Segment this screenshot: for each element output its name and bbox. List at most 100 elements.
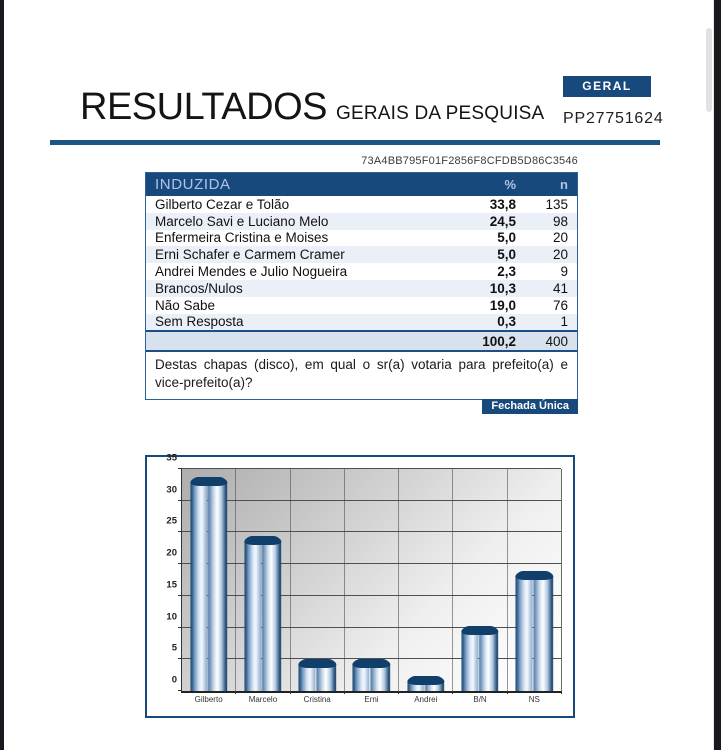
header-right-block: GERAL PP27751624 [563, 76, 664, 128]
row-count: 20 [552, 230, 568, 246]
table-row: Não Sabe 19,0 76 [146, 297, 577, 314]
row-percent: 5,0 [497, 247, 516, 263]
table-row: Marcelo Savi e Luciano Melo 24,5 98 [146, 212, 577, 230]
gridline [182, 594, 561, 596]
y-axis-label: 30 [166, 484, 177, 496]
results-table: INDUZIDA % n Gilberto Cezar e Tolão 33,8 1… [145, 172, 578, 414]
table-row: Gilberto Cezar e Tolão 33,8 135 [146, 196, 577, 213]
bar-cristina [298, 659, 337, 691]
column-header-induzida: INDUZIDA [155, 176, 231, 193]
title-subtitle: GERAIS DA PESQUISA [335, 103, 545, 124]
x-axis-label: Gilberto [194, 695, 223, 704]
y-axis-label: 35 [166, 452, 177, 464]
y-axis-tick [178, 594, 182, 596]
chart-plot-area: 0 5 10 15 20 25 30 35 Gilberto Marcelo Cristina Ern… [166, 453, 563, 704]
report-header: RESULTADOS GERAIS DA PESQUISA GERAL PP27… [80, 76, 663, 129]
y-axis-label: 20 [166, 547, 177, 559]
column-header-n: n [560, 177, 568, 192]
row-label: Andrei Mendes e Julio Nogueira [155, 264, 348, 280]
bar-b-n [461, 625, 499, 691]
survey-code: PP27751624 [563, 110, 664, 127]
y-axis-tick [178, 531, 182, 533]
title-main: RESULTADOS [80, 86, 327, 128]
chart-inner: 0 5 10 15 20 25 30 35 Gilberto Marcelo Cristina Ern… [155, 453, 565, 710]
row-label: Enfermeira Cristina e Moises [155, 230, 329, 246]
bar-chart: 0 5 10 15 20 25 30 35 Gilberto Marcelo Cristina Ern… [145, 453, 575, 718]
bar-andrei [407, 676, 445, 691]
chart-categories: Gilberto Marcelo Cristina Erni Andrei B/N NS [182, 469, 563, 704]
gridline [182, 499, 561, 501]
gridline [182, 626, 561, 628]
table-row: Brancos/Nulos 10,3 41 [146, 279, 577, 297]
row-count: 76 [552, 297, 568, 313]
x-axis-label: NS [528, 695, 540, 704]
y-axis-label: 10 [166, 611, 177, 623]
row-count: 98 [552, 213, 568, 229]
table-total-row: 100,2 400 [146, 330, 577, 351]
gridline [182, 563, 561, 565]
row-percent: 19,0 [489, 297, 516, 313]
row-count: 20 [552, 247, 568, 263]
x-axis-label: Erni [364, 695, 379, 704]
y-axis-label: 25 [166, 515, 177, 527]
y-axis-tick [178, 658, 182, 660]
row-label: Sem Resposta [155, 314, 244, 330]
chart-category-cell: NS [508, 469, 563, 704]
scrollbar-track [713, 0, 714, 750]
row-count: 135 [545, 196, 568, 212]
scrollbar-thumb[interactable] [706, 28, 712, 112]
chart-category-cell: B/N [453, 469, 508, 704]
row-percent: 5,0 [497, 230, 516, 246]
y-axis-tick [178, 468, 182, 469]
chart-category-cell: Andrei [399, 469, 454, 704]
table-row: Andrei Mendes e Julio Nogueira 2,3 9 [146, 263, 577, 280]
gridline [182, 531, 561, 533]
table-row: Erni Schafer e Carmem Cramer 5,0 20 [146, 246, 577, 264]
row-label: Brancos/Nulos [155, 280, 243, 296]
row-percent: 24,5 [489, 213, 516, 229]
chart-category-cell: Gilberto [182, 469, 237, 704]
bar-erni [352, 659, 391, 691]
row-label: Gilberto Cezar e Tolão [155, 196, 290, 212]
chart-category-cell: Erni [345, 469, 400, 704]
row-count: 9 [560, 264, 568, 280]
chart-category-cell: Marcelo [236, 469, 291, 704]
row-percent: 0,3 [497, 314, 516, 330]
y-axis-tick [178, 499, 182, 501]
geral-badge: GERAL [563, 76, 651, 97]
left-edge-bar [0, 0, 4, 750]
y-axis-tick [178, 690, 182, 691]
question-hash: 73A4BB795F01F2856F8CFDB5D86C3546 [361, 155, 578, 167]
table-header-row: INDUZIDA % n [146, 173, 577, 196]
bar-ns [515, 570, 554, 691]
table-body: Gilberto Cezar e Tolão 33,8 135 Marcelo Sav… [146, 196, 577, 331]
bar-marcelo [244, 535, 282, 691]
y-axis-tick [178, 626, 182, 628]
x-axis-label: Cristina [303, 695, 331, 704]
row-count: 41 [552, 280, 568, 296]
header-divider [50, 140, 660, 145]
y-axis-label: 0 [171, 674, 177, 686]
y-axis-label: 5 [171, 642, 177, 654]
row-label: Erni Schafer e Carmem Cramer [155, 247, 345, 263]
column-header-percent: % [504, 177, 516, 192]
row-label: Não Sabe [155, 297, 216, 313]
x-axis-label: Marcelo [248, 695, 278, 704]
x-axis-label: Andrei [414, 695, 438, 704]
gridline [182, 468, 561, 469]
row-percent: 2,3 [497, 264, 516, 280]
y-axis-label: 15 [166, 579, 177, 591]
row-percent: 33,8 [489, 196, 516, 212]
question-text: Destas chapas (disco), em qual o sr(a) v… [146, 350, 577, 399]
y-axis-tick [178, 563, 182, 565]
total-n: 400 [545, 333, 568, 349]
question-type-badge: Fechada Única [482, 399, 578, 414]
bar-gilberto [189, 476, 228, 691]
total-percent: 100,2 [482, 333, 516, 349]
chart-category-cell: Cristina [291, 469, 346, 704]
x-axis-label: B/N [473, 695, 487, 704]
row-count: 1 [560, 314, 568, 330]
table-row: Sem Resposta 0,3 1 [146, 313, 577, 331]
row-label: Marcelo Savi e Luciano Melo [155, 213, 329, 229]
